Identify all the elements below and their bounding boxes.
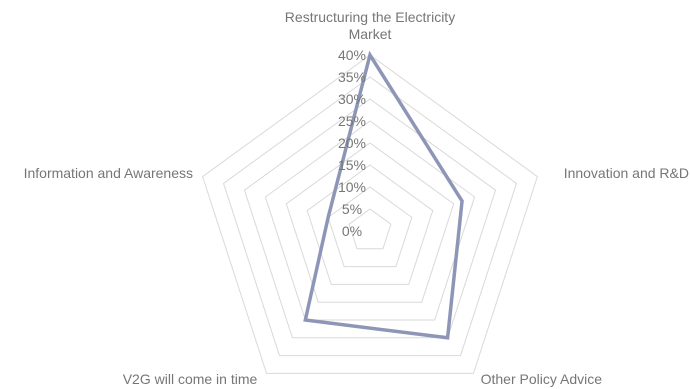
tick-label: 40% (338, 47, 366, 63)
grid-ring-25pct (264, 120, 476, 321)
category-label-4: Information and Awareness (24, 165, 193, 181)
grid-ring-15pct (306, 164, 434, 285)
tick-label: 35% (338, 69, 366, 85)
grid-ring-5pct (348, 208, 392, 250)
radial-tick-labels: 0% 5% 10% 15% 20% 25% 30% 35% 40% (338, 47, 366, 239)
grid-ring-20pct (285, 142, 455, 303)
tick-label: 10% (338, 179, 366, 195)
category-label-1: Innovation and R&D (564, 165, 689, 181)
tick-label: 30% (338, 91, 366, 107)
tick-label: 0% (342, 223, 362, 239)
grid-ring-10pct (327, 186, 413, 268)
tick-label: 15% (338, 157, 366, 173)
category-labels: Restructuring the Electricity Market Innov… (24, 9, 689, 387)
series-line-0 (303, 50, 464, 340)
category-label-3: V2G will come in time (123, 371, 258, 387)
grid-ring-40pct (202, 54, 538, 374)
category-label-2: Other Policy Advice (481, 371, 603, 387)
grid-ring-30pct (243, 98, 497, 339)
grid-ring-35pct (222, 76, 518, 357)
tick-label: 25% (338, 113, 366, 129)
tick-label: 5% (342, 201, 362, 217)
tick-label: 20% (338, 135, 366, 151)
category-label-0: Restructuring the Electricity Market (285, 9, 455, 42)
radar-grid (202, 54, 538, 374)
radar-series (303, 50, 464, 340)
